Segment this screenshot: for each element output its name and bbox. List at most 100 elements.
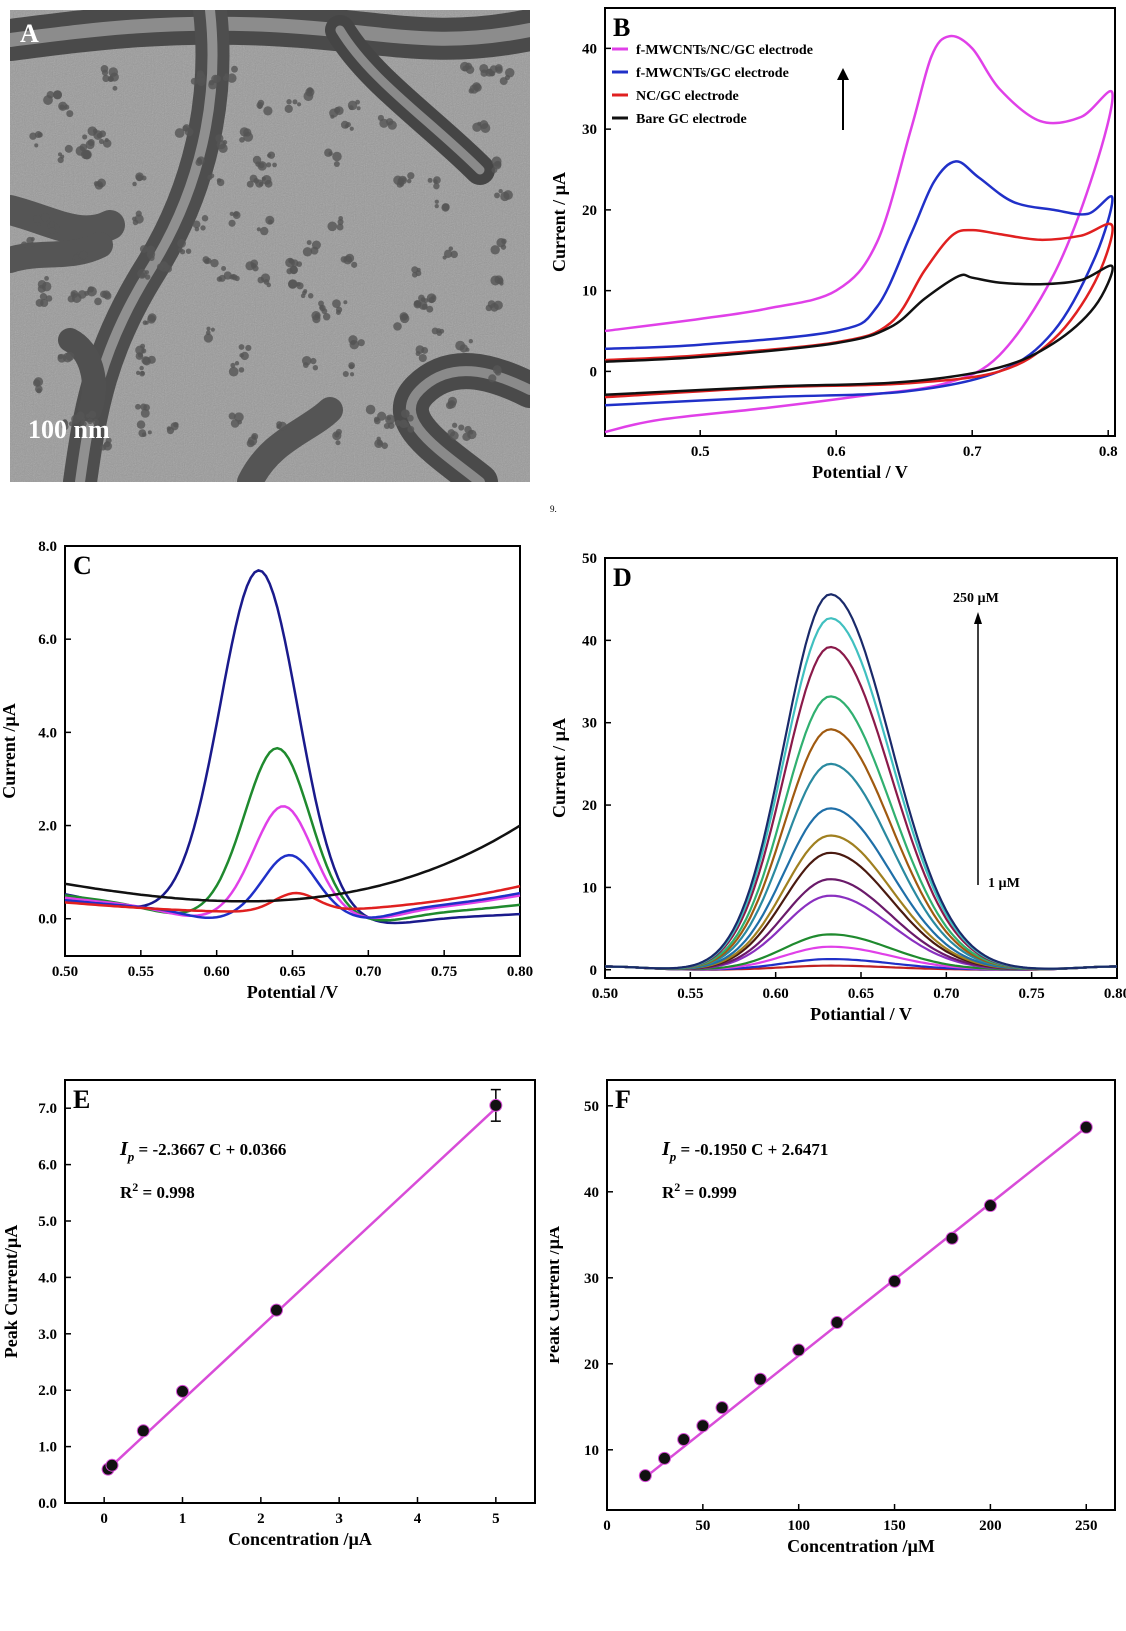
y-tick-label: 30	[582, 716, 597, 732]
data-point	[753, 1372, 767, 1386]
y-tick-label: 2.0	[38, 1383, 57, 1399]
x-tick-label: 0.50	[592, 986, 618, 1002]
data-point	[983, 1199, 997, 1213]
increase-arrow-head	[837, 68, 849, 80]
annotation-bottom: 1 µM	[988, 876, 1020, 891]
x-tick-label: 0.75	[1019, 986, 1045, 1002]
y-tick-label: 6.0	[38, 1158, 57, 1174]
x-tick-label: 0	[603, 1518, 611, 1534]
y-tick-label: 0	[590, 963, 598, 979]
x-axis-label: Potiantial / V	[810, 1004, 912, 1024]
x-tick-label: 0.75	[431, 964, 457, 980]
x-tick-label: 0.5	[691, 444, 710, 460]
data-point	[888, 1274, 902, 1288]
x-tick-label: 0.8	[1099, 444, 1118, 460]
y-tick-label: 20	[582, 203, 597, 219]
y-tick-label: 50	[582, 551, 597, 567]
x-tick-label: 150	[883, 1518, 906, 1534]
plot-frame	[606, 1079, 1116, 1511]
chart-e: 0 1 2 3 4 5 0.0 1.0 2.0 3.0 4.0 5.0 6.0 7.0 Concentrat…	[1, 1079, 536, 1549]
dpv-curve-3	[605, 933, 1117, 971]
legend-entry: NC/GC electrode	[636, 89, 739, 104]
fit-line	[644, 1126, 1088, 1479]
y-axis-label: Peak Current/µA	[1, 1225, 21, 1359]
equation: Ip = -2.3667 C + 0.0366	[119, 1138, 286, 1164]
cv-curve-3	[604, 264, 1114, 397]
x-tick-label: 250	[1075, 1518, 1098, 1534]
x-tick-label: 0.60	[204, 964, 230, 980]
x-axis-label: Potential /V	[247, 982, 339, 1002]
y-tick-label: 5.0	[38, 1214, 57, 1230]
y-tick-label: 10	[582, 284, 597, 300]
data-point	[176, 1384, 189, 1398]
r-squared: R2 = 0.999	[662, 1180, 737, 1202]
x-tick-label: 0.80	[1104, 986, 1126, 1002]
y-tick-label: 7.0	[38, 1101, 57, 1117]
x-tick-label: 0.60	[763, 986, 789, 1002]
dpv-curve-14	[605, 593, 1117, 970]
y-tick-label: 10	[582, 880, 597, 896]
r-squared: R2 = 0.998	[120, 1180, 195, 1202]
x-tick-label: 0.65	[279, 964, 305, 980]
data-point	[638, 1469, 652, 1483]
fit-line	[107, 1107, 497, 1471]
data-point	[696, 1419, 710, 1433]
y-tick-label: 0.0	[38, 1496, 57, 1512]
y-tick-label: 20	[584, 1357, 599, 1373]
y-axis-label: Current /µA	[0, 703, 19, 799]
y-tick-label: 0.0	[38, 912, 57, 928]
x-tick-label: 0.50	[52, 964, 78, 980]
concentration-arrow-head	[974, 612, 982, 624]
equation: Ip = -0.1950 C + 2.6471	[661, 1138, 828, 1164]
stray-mark: 9.	[550, 504, 557, 514]
scale-bar-label: 100 nm	[28, 415, 110, 444]
x-axis-label: Concentration /µM	[787, 1536, 935, 1556]
dpv-curve-13	[605, 617, 1117, 970]
x-tick-label: 0	[100, 1511, 108, 1527]
x-tick-label: 1	[179, 1511, 187, 1527]
y-tick-label: 10	[584, 1443, 599, 1459]
y-tick-label: 30	[584, 1271, 599, 1287]
data-point	[136, 1424, 150, 1438]
y-axis-label: Peak Current /µA	[550, 1226, 563, 1364]
x-tick-label: 5	[492, 1511, 500, 1527]
data-point	[658, 1451, 672, 1465]
y-tick-label: 40	[582, 41, 597, 57]
panel-label: E	[73, 1085, 90, 1114]
y-tick-label: 1.0	[38, 1440, 57, 1456]
x-axis-label: Potential / V	[812, 462, 908, 482]
x-tick-label: 3	[335, 1511, 343, 1527]
y-tick-label: 40	[584, 1185, 599, 1201]
x-tick-label: 4	[414, 1511, 422, 1527]
data-point	[1079, 1120, 1093, 1134]
dpv-curve-8	[605, 807, 1117, 971]
dpv-curve-12	[605, 645, 1117, 970]
y-tick-label: 2.0	[38, 819, 57, 835]
cv-curve-1	[604, 160, 1114, 407]
x-tick-label: 2	[257, 1511, 265, 1527]
tem-micrograph: A 100 nm	[10, 10, 530, 482]
dpv-curve-4	[605, 894, 1117, 971]
data-point	[489, 1098, 503, 1112]
x-tick-label: 50	[695, 1518, 710, 1534]
x-tick-label: 0.7	[963, 444, 982, 460]
data-point	[270, 1303, 283, 1317]
y-tick-label: 4.0	[38, 725, 57, 741]
dpv-curve-0	[64, 569, 521, 925]
y-tick-label: 50	[584, 1099, 599, 1115]
x-tick-label: 200	[979, 1518, 1002, 1534]
y-tick-label: 6.0	[38, 632, 57, 648]
y-axis-label: Current / µA	[550, 172, 569, 272]
y-axis-label: Current / µA	[550, 718, 569, 818]
y-tick-label: 40	[582, 633, 597, 649]
panel-a-label: A	[20, 19, 39, 48]
cv-curve-2	[604, 222, 1114, 399]
annotation-top: 250 µM	[953, 591, 999, 606]
data-point	[830, 1316, 844, 1330]
x-tick-label: 0.65	[848, 986, 874, 1002]
x-tick-label: 0.6	[827, 444, 846, 460]
plot-frame	[64, 1079, 536, 1504]
dpv-curve-10	[605, 728, 1117, 970]
legend-entry: f-MWCNTs/GC electrode	[636, 66, 789, 81]
legend-entry: f-MWCNTs/NC/GC electrode	[636, 43, 813, 58]
